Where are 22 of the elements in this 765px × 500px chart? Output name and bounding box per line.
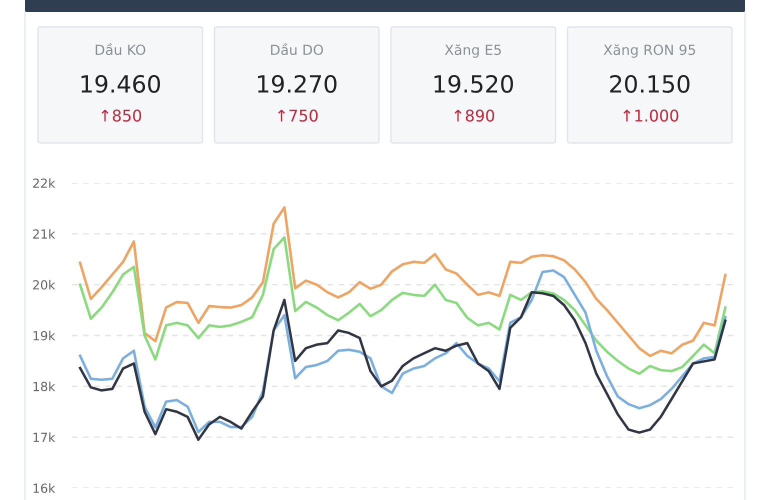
y-tick-label: 18k (34, 382, 56, 392)
text: ↑890 (454, 110, 494, 122)
text: Dầu DO (271, 43, 323, 56)
text: 19.460 (82, 74, 160, 93)
text: Xăng E5 (444, 44, 501, 58)
y-tick-label: 19k (34, 330, 56, 340)
line-series (78, 206, 727, 358)
y-tick-label: 22k (33, 178, 56, 188)
y-tick-label: 20k (33, 280, 56, 290)
y-tick-label: 21k (33, 229, 56, 239)
line-series (78, 236, 727, 375)
y-tick-label: 16k (34, 483, 56, 493)
y-tick-label: 17k (34, 432, 56, 442)
text: 19.520 (434, 74, 513, 93)
text: 20.150 (610, 74, 690, 93)
text: ↑750 (278, 110, 318, 122)
text: 19.270 (258, 74, 336, 93)
line-series (78, 291, 727, 441)
text: ↑1.000 (623, 110, 678, 122)
text: Dầu KO (96, 43, 146, 56)
text: Xăng RON 95 (604, 44, 696, 58)
text: ↑850 (102, 110, 142, 122)
